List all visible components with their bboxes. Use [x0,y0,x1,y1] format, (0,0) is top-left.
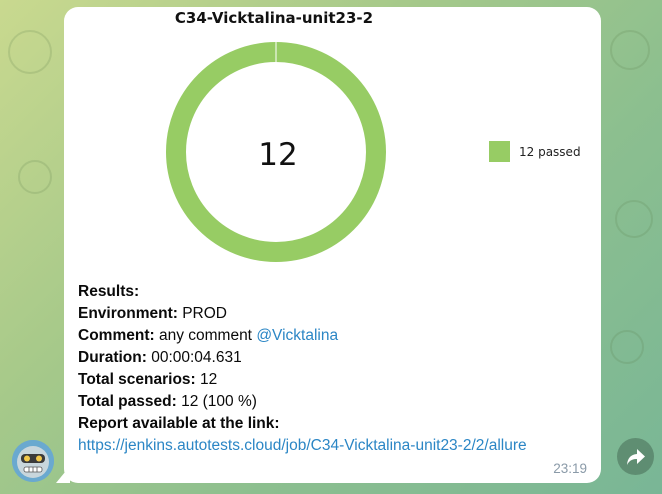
report-label-row: Report available at the link: [78,413,591,435]
legend-swatch-passed [489,141,510,162]
donut-chart: 12 [166,42,386,262]
forward-arrow-icon [626,448,645,465]
environment-value: PROD [182,305,228,322]
background-doodle [8,30,52,74]
environment-label: Environment: [78,305,178,322]
background-doodle [615,200,653,238]
donut-center-label: 12 [258,137,297,173]
forward-button[interactable] [617,438,654,475]
background-doodle [610,30,650,70]
total-scenarios-label: Total scenarios: [78,371,196,388]
duration-label: Duration: [78,349,147,366]
total-passed-label: Total passed: [78,393,177,410]
bot-avatar[interactable] [12,440,54,482]
report-label: Report available at the link: [78,415,280,432]
duration-value: 00:00:04.631 [151,349,242,366]
total-passed-row: Total passed: 12 (100 %) [78,391,591,413]
results-heading: Results: [78,283,140,300]
comment-mention-link[interactable]: @Vicktalina [256,327,339,344]
background-doodle [18,160,52,194]
chart-title: C34-Vicktalina-unit23-2 [174,9,374,27]
comment-row: Comment: any comment @Vicktalina [78,325,591,347]
background-doodle [610,330,644,364]
report-link[interactable]: https://jenkins.autotests.cloud/job/C34-… [78,437,527,454]
duration-row: Duration: 00:00:04.631 [78,347,591,369]
environment-row: Environment: PROD [78,303,591,325]
comment-value: any comment [158,327,252,344]
legend-label-passed: 12 passed [519,144,581,159]
robot-face-icon [12,440,54,482]
bubble-tail [56,466,70,483]
total-passed-value: 12 (100 %) [181,393,257,410]
comment-label: Comment: [78,327,155,344]
results-text: Results: Environment: PROD Comment: any … [78,281,591,457]
chart-legend: 12 passed [489,141,581,162]
report-link-row: https://jenkins.autotests.cloud/job/C34-… [78,435,591,457]
message-time: 23:19 [553,461,587,476]
total-scenarios-value: 12 [200,371,218,388]
message-bubble: C34-Vicktalina-unit23-2 12 12 passed Res… [64,7,601,483]
results-heading-row: Results: [78,281,591,303]
total-scenarios-row: Total scenarios: 12 [78,369,591,391]
